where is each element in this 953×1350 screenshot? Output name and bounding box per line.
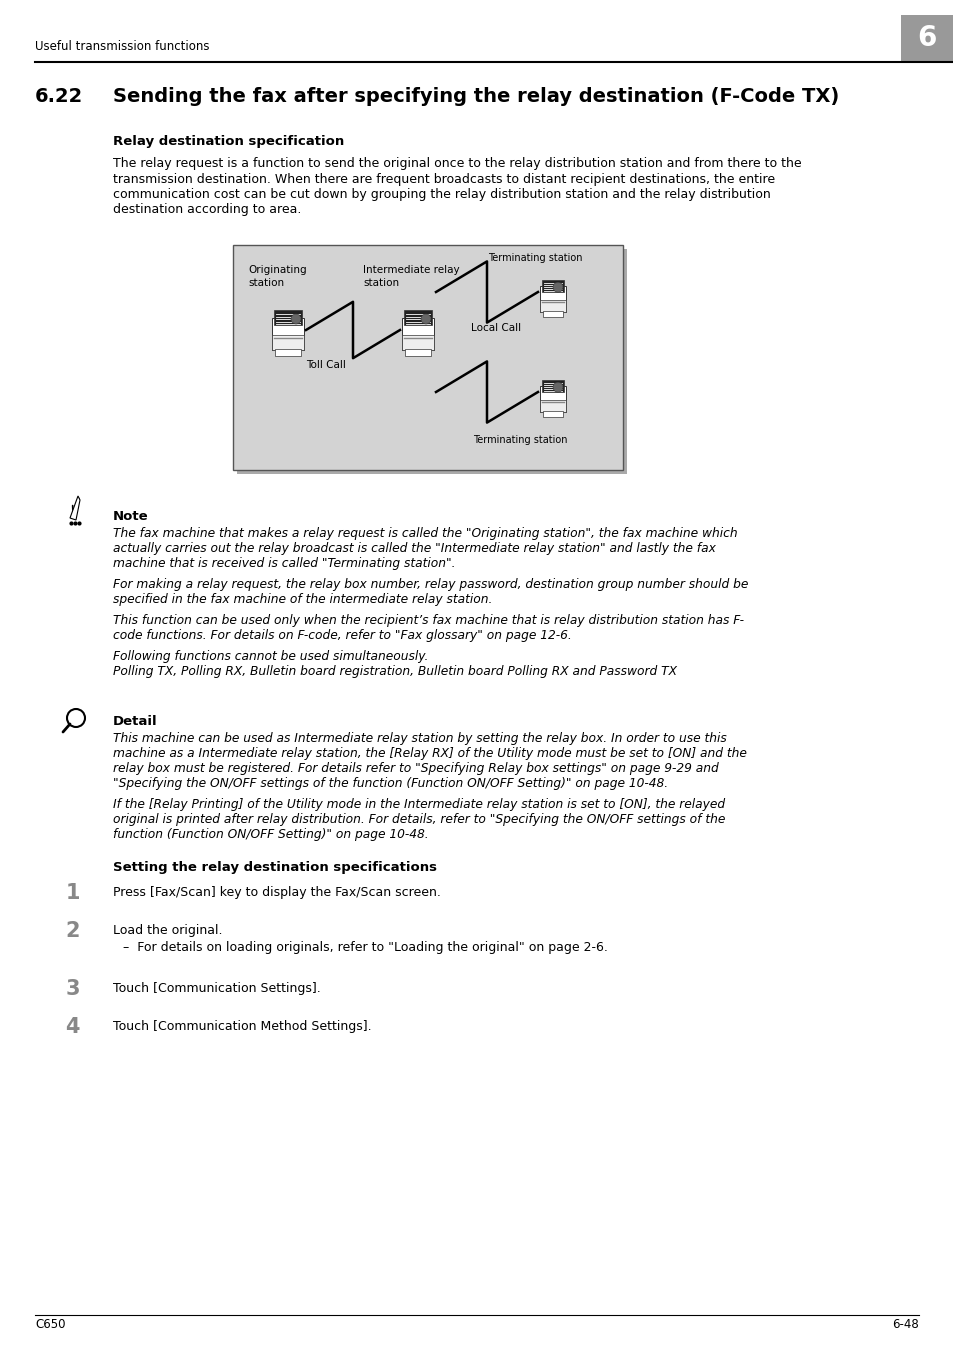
- Circle shape: [553, 282, 562, 292]
- Text: Setting the relay destination specifications: Setting the relay destination specificat…: [112, 861, 436, 873]
- Text: relay box must be registered. For details refer to "Specifying Relay box setting: relay box must be registered. For detail…: [112, 761, 718, 775]
- Text: 6: 6: [917, 24, 936, 53]
- Text: If the [Relay Printing] of the Utility mode in the Intermediate relay station is: If the [Relay Printing] of the Utility m…: [112, 798, 724, 811]
- Text: "Specifying the ON/OFF settings of the function (Function ON/OFF Setting)" on pa: "Specifying the ON/OFF settings of the f…: [112, 778, 667, 790]
- Text: Intermediate relay: Intermediate relay: [363, 265, 459, 275]
- Text: Press [Fax/Scan] key to display the Fax/Scan screen.: Press [Fax/Scan] key to display the Fax/…: [112, 886, 440, 899]
- Text: transmission destination. When there are frequent broadcasts to distant recipien: transmission destination. When there are…: [112, 173, 774, 185]
- Text: This function can be used only when the recipient’s fax machine that is relay di: This function can be used only when the …: [112, 614, 743, 626]
- Text: 3: 3: [66, 979, 80, 999]
- Bar: [541, 379, 563, 391]
- Bar: [539, 300, 565, 312]
- Text: function (Function ON/OFF Setting)" on page 10-48.: function (Function ON/OFF Setting)" on p…: [112, 828, 428, 841]
- Circle shape: [553, 382, 562, 393]
- Bar: [403, 310, 432, 325]
- Text: 2: 2: [66, 921, 80, 941]
- Text: Toll Call: Toll Call: [306, 360, 346, 370]
- Text: Polling TX, Polling RX, Bulletin board registration, Bulletin board Polling RX a: Polling TX, Polling RX, Bulletin board r…: [112, 666, 677, 678]
- Bar: [272, 317, 304, 350]
- Circle shape: [420, 315, 431, 324]
- Bar: [542, 412, 562, 417]
- Text: Touch [Communication Settings].: Touch [Communication Settings].: [112, 981, 320, 995]
- Text: Sending the fax after specifying the relay destination (F-Code TX): Sending the fax after specifying the rel…: [112, 86, 839, 107]
- Bar: [401, 335, 434, 350]
- Bar: [541, 279, 563, 292]
- Text: Terminating station: Terminating station: [473, 435, 567, 446]
- Text: Detail: Detail: [112, 716, 157, 728]
- Text: machine as a Intermediate relay station, the [Relay RX] of the Utility mode must: machine as a Intermediate relay station,…: [112, 747, 746, 760]
- Text: specified in the fax machine of the intermediate relay station.: specified in the fax machine of the inte…: [112, 593, 492, 606]
- Bar: [900, 15, 953, 62]
- Text: Note: Note: [112, 510, 149, 522]
- Text: Following functions cannot be used simultaneously.: Following functions cannot be used simul…: [112, 649, 428, 663]
- Text: communication cost can be cut down by grouping the relay distribution station an: communication cost can be cut down by gr…: [112, 188, 770, 201]
- Text: C650: C650: [35, 1319, 66, 1331]
- Text: Terminating station: Terminating station: [488, 252, 582, 263]
- Bar: [233, 244, 622, 470]
- Bar: [539, 286, 565, 312]
- Bar: [542, 312, 562, 317]
- Bar: [539, 386, 565, 412]
- Text: Touch [Communication Method Settings].: Touch [Communication Method Settings].: [112, 1021, 372, 1033]
- Circle shape: [291, 315, 301, 324]
- Text: actually carries out the relay broadcast is called the "Intermediate relay stati: actually carries out the relay broadcast…: [112, 541, 715, 555]
- Text: 4: 4: [66, 1017, 80, 1037]
- Text: –  For details on loading originals, refer to "Loading the original" on page 2-6: – For details on loading originals, refe…: [123, 941, 607, 954]
- Text: Relay destination specification: Relay destination specification: [112, 135, 344, 148]
- Text: Load the original.: Load the original.: [112, 923, 222, 937]
- Text: 6.22: 6.22: [35, 86, 83, 107]
- Polygon shape: [70, 495, 80, 520]
- Text: machine that is received is called "Terminating station".: machine that is received is called "Term…: [112, 558, 455, 570]
- Bar: [401, 317, 434, 350]
- Bar: [274, 310, 302, 325]
- Text: station: station: [363, 278, 398, 288]
- Text: Useful transmission functions: Useful transmission functions: [35, 40, 210, 54]
- Text: original is printed after relay distribution. For details, refer to "Specifying : original is printed after relay distribu…: [112, 813, 724, 826]
- Text: station: station: [248, 278, 284, 288]
- Text: 1: 1: [66, 883, 80, 903]
- Bar: [405, 350, 431, 356]
- Bar: [539, 400, 565, 412]
- Bar: [272, 335, 304, 350]
- Text: 6-48: 6-48: [891, 1319, 918, 1331]
- Bar: [236, 248, 626, 474]
- Text: The relay request is a function to send the original once to the relay distribut: The relay request is a function to send …: [112, 157, 801, 170]
- Text: Originating: Originating: [248, 265, 306, 275]
- Text: Local Call: Local Call: [471, 323, 520, 333]
- Text: This machine can be used as Intermediate relay station by setting the relay box.: This machine can be used as Intermediate…: [112, 732, 726, 745]
- Text: The fax machine that makes a relay request is called the "Originating station", : The fax machine that makes a relay reque…: [112, 526, 737, 540]
- Text: For making a relay request, the relay box number, relay password, destination gr: For making a relay request, the relay bo…: [112, 578, 747, 591]
- Text: code functions. For details on F-code, refer to "Fax glossary" on page 12-6.: code functions. For details on F-code, r…: [112, 629, 571, 643]
- Bar: [274, 350, 301, 356]
- Text: destination according to area.: destination according to area.: [112, 204, 301, 216]
